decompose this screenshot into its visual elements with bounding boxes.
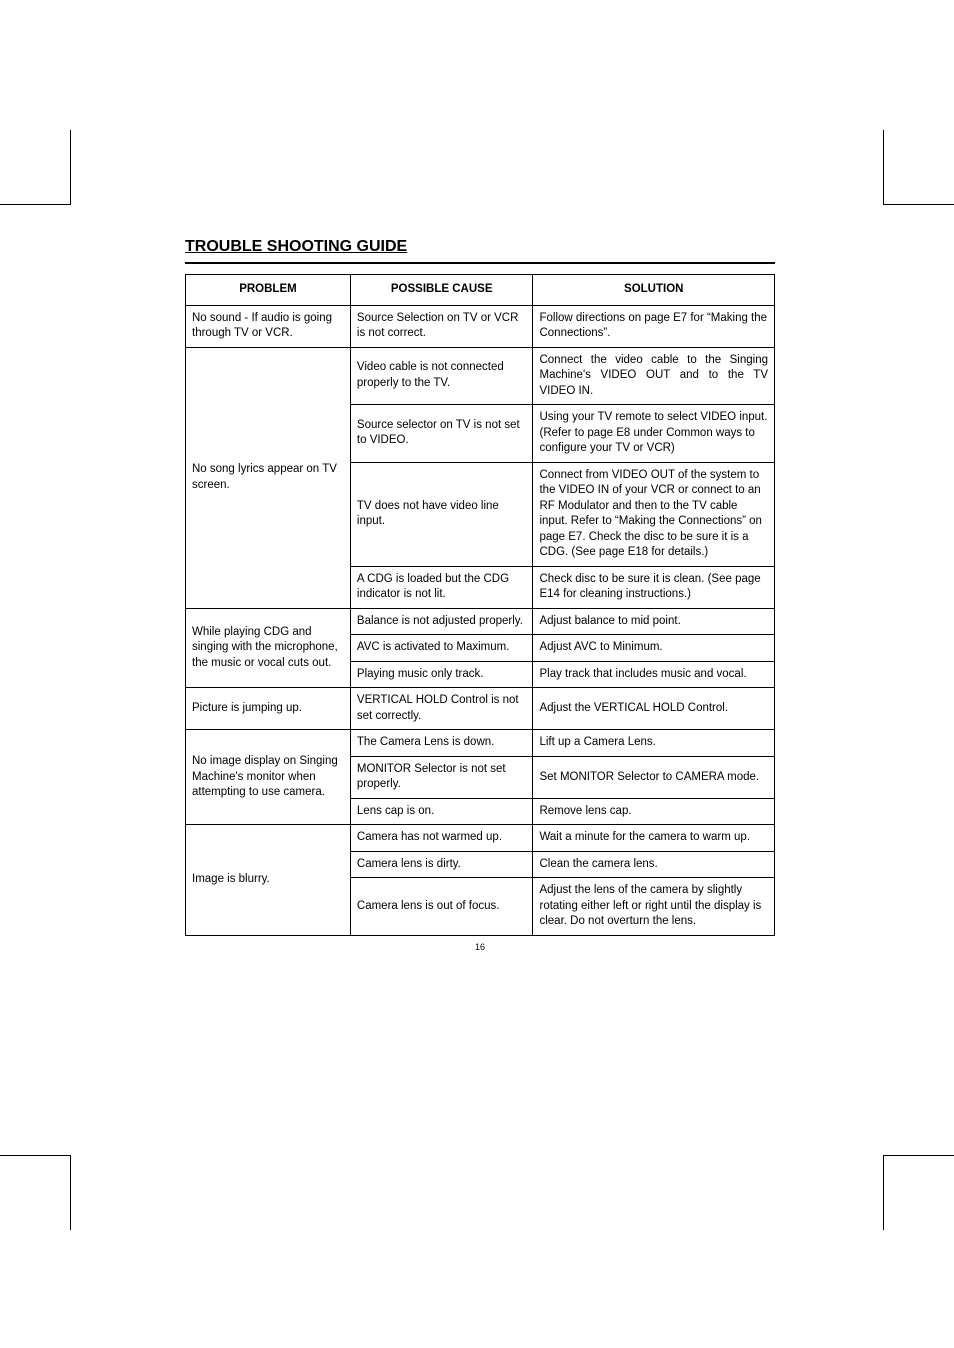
cell-cause: The Camera Lens is down. (350, 730, 533, 757)
cell-cause: Balance is not adjusted properly. (350, 608, 533, 635)
title-rule (185, 262, 775, 264)
cell-solution: Adjust balance to mid point. (533, 608, 775, 635)
cell-cause: Camera has not warmed up. (350, 825, 533, 852)
cell-problem: No song lyrics appear on TV screen. (186, 347, 351, 608)
cell-cause: Camera lens is out of focus. (350, 878, 533, 936)
cell-problem: Picture is jumping up. (186, 688, 351, 730)
table-row: While playing CDG and singing with the m… (186, 608, 775, 635)
col-header-solution: SOLUTION (533, 275, 775, 306)
cell-solution: Remove lens cap. (533, 798, 775, 825)
cell-solution: Wait a minute for the camera to warm up. (533, 825, 775, 852)
page-number: 16 (185, 942, 775, 952)
crop-mark (70, 130, 71, 205)
cell-problem: No sound - If audio is going through TV … (186, 305, 351, 347)
cell-problem: Image is blurry. (186, 825, 351, 936)
cell-solution: Set MONITOR Selector to CAMERA mode. (533, 756, 775, 798)
cell-cause: VERTICAL HOLD Control is not set correct… (350, 688, 533, 730)
cell-solution: Connect the video cable to the Singing M… (533, 347, 775, 405)
col-header-cause: POSSIBLE CAUSE (350, 275, 533, 306)
table-row: No sound - If audio is going through TV … (186, 305, 775, 347)
cell-cause: Lens cap is on. (350, 798, 533, 825)
table-row: No song lyrics appear on TV screen. Vide… (186, 347, 775, 405)
cell-problem: While playing CDG and singing with the m… (186, 608, 351, 688)
crop-mark (0, 204, 70, 205)
table-row: Picture is jumping up. VERTICAL HOLD Con… (186, 688, 775, 730)
cell-solution: Adjust AVC to Minimum. (533, 635, 775, 662)
cell-cause: TV does not have video line input. (350, 462, 533, 566)
cell-solution: Adjust the VERTICAL HOLD Control. (533, 688, 775, 730)
crop-mark (0, 1155, 70, 1156)
cell-cause: MONITOR Selector is not set properly. (350, 756, 533, 798)
cell-solution: Play track that includes music and vocal… (533, 661, 775, 688)
table-row: Image is blurry. Camera has not warmed u… (186, 825, 775, 852)
cell-cause: Source selector on TV is not set to VIDE… (350, 405, 533, 463)
page-content: TROUBLE SHOOTING GUIDE PROBLEM POSSIBLE … (185, 238, 775, 952)
cell-cause: Video cable is not connected properly to… (350, 347, 533, 405)
crop-mark (883, 1155, 884, 1230)
table-row: No image display on Singing Machine's mo… (186, 730, 775, 757)
crop-mark (883, 130, 884, 205)
troubleshooting-table: PROBLEM POSSIBLE CAUSE SOLUTION No sound… (185, 274, 775, 936)
cell-cause: Source Selection on TV or VCR is not cor… (350, 305, 533, 347)
cell-solution: Lift up a Camera Lens. (533, 730, 775, 757)
cell-solution: Connect from VIDEO OUT of the system to … (533, 462, 775, 566)
cell-cause: Playing music only track. (350, 661, 533, 688)
crop-mark (884, 204, 954, 205)
cell-problem: No image display on Singing Machine's mo… (186, 730, 351, 825)
cell-cause: Camera lens is dirty. (350, 851, 533, 878)
cell-solution: Check disc to be sure it is clean. (See … (533, 566, 775, 608)
col-header-problem: PROBLEM (186, 275, 351, 306)
cell-solution: Follow directions on page E7 for “Making… (533, 305, 775, 347)
page-title: TROUBLE SHOOTING GUIDE (185, 238, 775, 256)
cell-solution: Using your TV remote to select VIDEO inp… (533, 405, 775, 463)
table-header-row: PROBLEM POSSIBLE CAUSE SOLUTION (186, 275, 775, 306)
crop-mark (70, 1155, 71, 1230)
cell-cause: AVC is activated to Maximum. (350, 635, 533, 662)
cell-solution: Clean the camera lens. (533, 851, 775, 878)
crop-mark (884, 1155, 954, 1156)
cell-cause: A CDG is loaded but the CDG indicator is… (350, 566, 533, 608)
cell-solution: Adjust the lens of the camera by slightl… (533, 878, 775, 936)
